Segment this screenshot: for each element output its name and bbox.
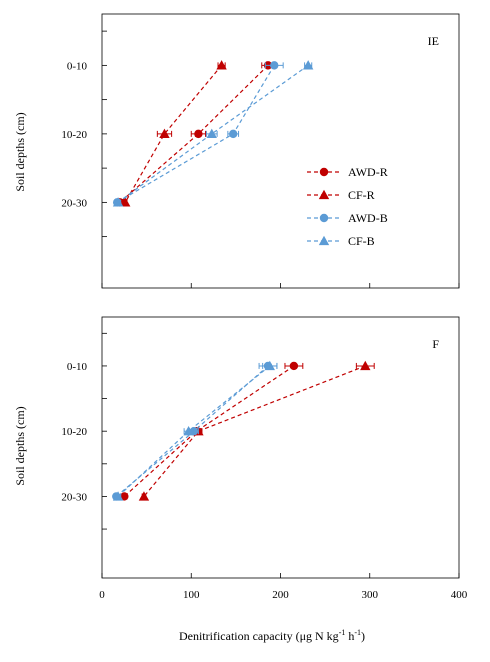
- y-tick-label: 0-10: [67, 60, 88, 72]
- data-point: [302, 60, 314, 70]
- legend-marker: [318, 189, 330, 200]
- x-axis-title-mid: h: [345, 629, 354, 643]
- x-tick-label: 400: [451, 589, 468, 601]
- data-point: [112, 491, 124, 501]
- panel-ie: 0-10 10-20 20-30 IE: [61, 13, 460, 289]
- data-point: [138, 491, 150, 501]
- x-axis-title-end: ): [361, 629, 365, 643]
- x-tick-label: 100: [183, 589, 200, 601]
- series-awd-b: [112, 61, 284, 207]
- legend-marker: [318, 235, 330, 246]
- legend: AWD-R CF-R AWD-B CF-B: [307, 165, 388, 248]
- series-awd-r: [115, 61, 275, 207]
- y-axis-title-bottom: Soil depths (cm): [13, 406, 27, 485]
- legend-label: CF-B: [348, 234, 375, 248]
- series-cf-r: [138, 360, 375, 501]
- panel-label: IE: [428, 34, 439, 48]
- x-axis-title-sup1: -1: [339, 628, 346, 637]
- panel-f: 0-10 10-20 20-30 0 100 200 300 400 F: [61, 316, 468, 601]
- data-point: [194, 129, 203, 139]
- data-point: [183, 425, 194, 436]
- series-line: [143, 365, 366, 497]
- plot-frame: [101, 13, 460, 289]
- plot-frame: [101, 316, 460, 579]
- data-point: [360, 360, 371, 371]
- data-point: [270, 61, 279, 70]
- y-axis-title-top: Soil depths (cm): [13, 112, 27, 191]
- data-point: [228, 129, 238, 139]
- x-axis-title: Denitrification capacity (μg N kg-1 h-1): [179, 628, 365, 643]
- data-point: [112, 197, 124, 207]
- legend-label: AWD-R: [348, 165, 388, 179]
- series-line: [123, 365, 295, 497]
- x-tick-label: 300: [362, 589, 379, 601]
- y-tick-label: 10-20: [61, 129, 87, 141]
- y-tick-label: 20-30: [61, 197, 87, 209]
- x-tick-label: 0: [99, 589, 105, 601]
- legend-label: CF-R: [348, 188, 375, 202]
- data-point: [216, 60, 227, 70]
- legend-entry-cf-b: CF-B: [307, 234, 375, 248]
- legend-entry-awd-b: AWD-B: [307, 211, 388, 225]
- x-axis-title-main: Denitrification capacity (μg N kg: [179, 629, 339, 643]
- series-awd-r: [120, 361, 304, 501]
- legend-marker: [319, 167, 329, 177]
- legend-entry-cf-r: CF-R: [307, 188, 375, 202]
- series-cf-r: [120, 60, 227, 207]
- x-axis-title-sup2: -1: [354, 628, 361, 637]
- y-tick-label: 10-20: [61, 426, 87, 438]
- data-point: [120, 197, 131, 207]
- series-line: [124, 64, 223, 203]
- data-point: [120, 492, 129, 501]
- data-point: [264, 360, 275, 371]
- legend-label: AWD-B: [348, 211, 388, 225]
- panel-label: F: [432, 337, 439, 351]
- series-line: [117, 365, 271, 497]
- data-point: [206, 128, 217, 139]
- series-cf-b: [112, 360, 278, 501]
- x-tick-label: 200: [272, 589, 289, 601]
- y-tick-label: 20-30: [61, 491, 87, 503]
- legend-entry-awd-r: AWD-R: [307, 165, 388, 179]
- data-point: [289, 361, 299, 371]
- legend-marker: [319, 213, 329, 223]
- y-tick-label: 0-10: [67, 361, 88, 373]
- series-cf-b: [112, 60, 314, 207]
- data-point: [159, 128, 170, 139]
